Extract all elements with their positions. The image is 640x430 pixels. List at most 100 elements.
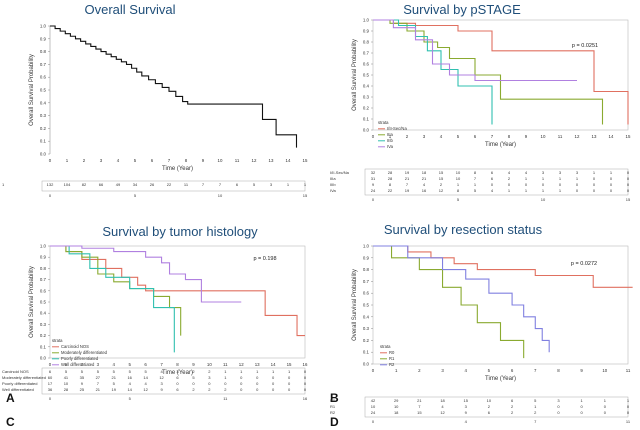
risk-cell: 0 (304, 387, 307, 392)
x-tick-label: 11 (558, 134, 563, 139)
plot-frame (49, 245, 306, 359)
risk-cell: 0 (593, 176, 596, 181)
risk-cell: 15 (417, 410, 422, 415)
risk-cell: 1 (534, 404, 537, 409)
panel-title: Survival by pSTAGE (403, 2, 521, 17)
risk-cell: 0 (627, 404, 630, 409)
risk-cell: 29 (394, 398, 399, 403)
y-tick-label: 1.0 (40, 24, 47, 29)
risk-cell: 5 (192, 375, 195, 380)
risk-cell: 0 (627, 176, 630, 181)
y-tick-label: 0.8 (40, 49, 47, 54)
risk-table-frame (41, 180, 306, 192)
y-tick-label: 0.1 (40, 139, 47, 144)
risk-cell: 31 (371, 176, 376, 181)
risk-cell: 22 (388, 188, 393, 193)
x-tick-label: 1 (395, 368, 398, 373)
x-tick-label: 6 (511, 368, 514, 373)
y-tick-label: 0.0 (40, 356, 47, 361)
p-value: p = 0.0272 (571, 261, 597, 267)
x-tick-label: 2 (81, 362, 84, 367)
risk-cell: 0 (256, 381, 259, 386)
x-tick-label: 0 (372, 368, 375, 373)
risk-cell: 0 (559, 182, 562, 187)
risk-cell: 0 (176, 381, 179, 386)
x-tick-label: 4 (117, 158, 120, 163)
risk-cell: 49 (116, 182, 121, 187)
risk-cell: 2 (511, 404, 514, 409)
risk-cell: 28 (388, 170, 393, 175)
legend-title: strata (380, 344, 391, 349)
risk-cell: 21 (422, 176, 427, 181)
x-tick-label: 11 (223, 362, 228, 367)
risk-cell: 12 (440, 410, 445, 415)
risk-cell: 1 (240, 369, 243, 374)
y-tick-label: 0.9 (363, 255, 370, 260)
risk-row-label: IIIb (330, 182, 336, 187)
x-tick-label: 9 (202, 158, 205, 163)
x-tick-label: 9 (525, 134, 528, 139)
risk-cell: 1 (604, 398, 607, 403)
risk-cell: 3 (576, 170, 579, 175)
risk-cell: 1 (576, 176, 579, 181)
risk-cell: 0 (272, 381, 275, 386)
risk-cell: 2 (508, 176, 511, 181)
risk-cell: 0 (627, 170, 630, 175)
risk-cell: 12 (439, 188, 444, 193)
x-tick-label: 4 (465, 368, 468, 373)
risk-cell: 6 (49, 369, 52, 374)
panel-title: Survival by tumor histology (102, 224, 258, 239)
risk-cell: 0 (288, 381, 291, 386)
risk-cell: 32 (371, 170, 376, 175)
risk-cell: 28 (64, 387, 69, 392)
y-tick-label: 0.6 (363, 62, 370, 67)
risk-cell: 18 (440, 398, 445, 403)
y-tick-label: 0.1 (363, 117, 370, 122)
y-tick-label: 0.3 (40, 113, 47, 118)
series-line-well-differentiated (50, 245, 242, 303)
x-tick-label: 15 (287, 362, 292, 367)
risk-cell: 1 (525, 188, 528, 193)
p-value: p = 0.198 (253, 256, 276, 262)
risk-cell: 0 (627, 182, 630, 187)
risk-cell: 1 (304, 182, 307, 187)
risk-cell: 4 (491, 188, 494, 193)
y-axis-label: Overall Survival Probability (352, 269, 358, 341)
y-tick-label: 0.9 (363, 29, 370, 34)
risk-cell: 10 (394, 404, 399, 409)
x-tick-label: 14 (271, 362, 276, 367)
x-tick-label: 7 (160, 362, 163, 367)
risk-cell: 0 (288, 387, 291, 392)
risk-cell: 6 (488, 410, 491, 415)
risk-axis-tick: 0 (372, 419, 375, 424)
risk-cell: 2 (224, 387, 227, 392)
risk-cell: 0 (627, 410, 630, 415)
x-tick-label: 5 (128, 362, 131, 367)
y-tick-label: 0.2 (40, 333, 47, 338)
risk-cell: 3 (465, 404, 468, 409)
risk-axis-tick: 0 (372, 197, 375, 202)
y-tick-label: 0.2 (40, 126, 47, 131)
x-tick-label: 9 (192, 362, 195, 367)
risk-cell: 6 (236, 182, 239, 187)
y-tick-label: 0.4 (363, 314, 370, 319)
risk-axis-tick: 0 (49, 396, 52, 401)
legend-label: R1 (389, 356, 395, 361)
risk-cell: 42 (371, 398, 376, 403)
risk-cell: 12 (143, 387, 148, 392)
risk-cell: 16 (127, 375, 132, 380)
risk-cell: 14 (143, 375, 148, 380)
risk-cell: 82 (82, 182, 87, 187)
risk-cell: 9 (81, 381, 84, 386)
risk-axis-tick: 15 (303, 193, 308, 198)
x-tick-label: 5 (488, 368, 491, 373)
panel-b: Survival by pSTAGE B 0.0 0.1 0.2 0.3 0.4 0.5 0.6… (330, 2, 631, 405)
risk-cell: 4 (441, 404, 444, 409)
risk-cell: 1 (542, 188, 545, 193)
legend-label: R2 (389, 362, 395, 367)
risk-cell: 36 (48, 387, 53, 392)
risk-cell: 3 (160, 381, 163, 386)
risk-cell: 0 (224, 381, 227, 386)
risk-axis-tick: 10 (541, 197, 546, 202)
